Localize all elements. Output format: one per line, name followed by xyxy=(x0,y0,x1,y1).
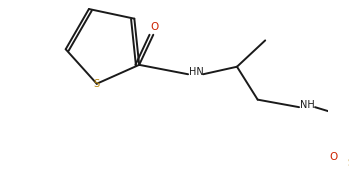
Text: NH: NH xyxy=(300,100,315,110)
Text: S: S xyxy=(348,158,349,168)
Text: O: O xyxy=(150,22,158,32)
Text: HN: HN xyxy=(189,67,204,77)
Text: S: S xyxy=(94,79,100,89)
Text: O: O xyxy=(330,152,338,162)
